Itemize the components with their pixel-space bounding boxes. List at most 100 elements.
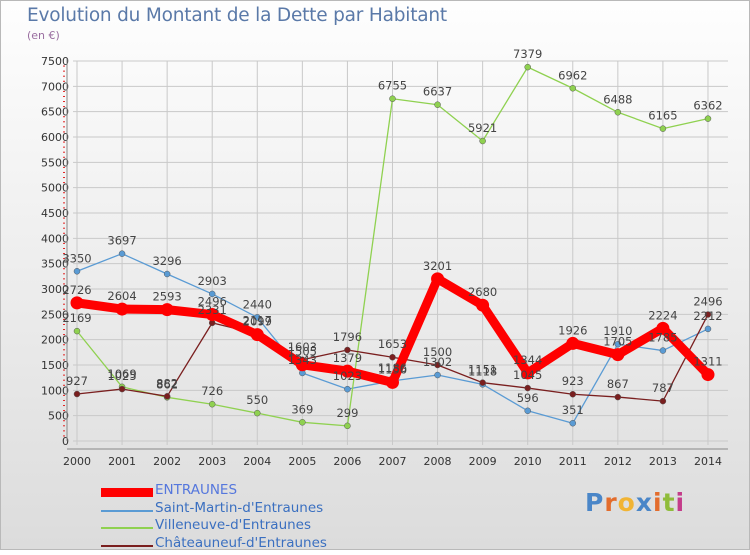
proxiti-logo: Proxiti xyxy=(585,488,685,517)
y-tick-label: 1000 xyxy=(41,384,69,397)
data-label: 2331 xyxy=(198,303,227,317)
data-point-0 xyxy=(340,364,354,378)
data-label: 1500 xyxy=(423,345,452,359)
data-point-3 xyxy=(389,353,396,361)
data-point-1 xyxy=(524,407,531,415)
logo-letter: P xyxy=(585,488,605,517)
data-point-3 xyxy=(344,346,351,354)
data-point-2 xyxy=(208,400,216,408)
x-tick-label: 2006 xyxy=(333,455,361,468)
data-point-2 xyxy=(569,85,577,92)
data-label: 351 xyxy=(562,403,584,417)
logo-letter: t xyxy=(662,488,676,517)
data-label: 1705 xyxy=(603,335,632,349)
legend-label: Saint-Martin-d'Entraunes xyxy=(155,499,324,516)
x-tick-label: 2011 xyxy=(559,455,587,468)
data-label: 2496 xyxy=(198,295,227,309)
data-point-1 xyxy=(73,268,81,275)
data-point-3 xyxy=(569,390,577,398)
data-labels: 2726 2604 2593 2496 2099 1505 1379 1156 3201 2680… xyxy=(62,47,722,420)
data-label: 1926 xyxy=(558,323,587,337)
legend-swatch xyxy=(101,509,153,512)
data-point-2 xyxy=(479,137,486,145)
data-label: 1302 xyxy=(423,355,452,369)
data-label: 7379 xyxy=(513,47,542,61)
data-point-3 xyxy=(479,379,486,386)
legend-swatch xyxy=(101,527,153,529)
data-point-3 xyxy=(73,390,81,398)
data-point-1 xyxy=(614,340,622,348)
data-label: 6165 xyxy=(648,109,677,123)
data-point-0 xyxy=(611,348,625,362)
data-label: 299 xyxy=(336,406,358,420)
data-label: 3201 xyxy=(423,259,452,273)
x-tick-label: 2005 xyxy=(288,455,316,468)
chart-title: Evolution du Montant de la Dette par Hab… xyxy=(27,5,447,26)
data-label: 2726 xyxy=(62,283,91,297)
data-point-1 xyxy=(208,290,216,298)
x-tick-label: 2014 xyxy=(694,455,722,468)
y-tick-label: 2000 xyxy=(41,334,69,347)
data-label: 6962 xyxy=(558,68,587,82)
logo-letter: r xyxy=(604,488,618,517)
data-label: 923 xyxy=(562,374,584,388)
data-label: 2099 xyxy=(243,315,272,329)
data-point-1 xyxy=(344,385,351,393)
data-point-2 xyxy=(73,327,81,335)
data-label: 1505 xyxy=(288,345,317,359)
data-label: 1653 xyxy=(378,337,407,351)
y-tick-label: 3000 xyxy=(41,283,69,296)
data-point-3 xyxy=(659,397,667,405)
data-label: 2680 xyxy=(468,285,497,299)
data-label: 1785 xyxy=(648,331,677,345)
data-label: 5921 xyxy=(468,121,497,135)
x-tick-label: 2013 xyxy=(649,455,677,468)
data-label: 1344 xyxy=(513,353,542,367)
logo-letter: o xyxy=(617,488,636,517)
x-tick-label: 2000 xyxy=(63,455,91,468)
data-label: 3350 xyxy=(62,251,91,265)
data-point-3 xyxy=(704,311,712,318)
data-point-1 xyxy=(163,270,171,278)
data-point-0 xyxy=(385,375,399,389)
data-point-1 xyxy=(569,419,577,427)
data-label: 787 xyxy=(652,381,674,395)
data-point-3 xyxy=(524,384,531,392)
data-point-2 xyxy=(344,422,351,430)
y-tick-label: 5500 xyxy=(41,156,69,169)
data-point-0 xyxy=(115,302,129,316)
data-point-0 xyxy=(250,328,264,342)
data-point-0 xyxy=(521,366,535,380)
logo-letter: i xyxy=(675,488,686,517)
data-label: 3296 xyxy=(152,254,181,268)
data-point-2 xyxy=(389,95,396,102)
data-label: 1910 xyxy=(603,324,632,338)
data-label: 1151 xyxy=(468,363,497,377)
data-point-2 xyxy=(434,101,441,108)
data-point-1 xyxy=(118,250,126,257)
data-point-2 xyxy=(524,63,531,71)
data-label: 1118 xyxy=(468,364,497,378)
data-label: 2496 xyxy=(693,295,722,309)
data-label: 1343 xyxy=(288,353,317,367)
y-tick-label: 4000 xyxy=(41,232,69,245)
data-point-3 xyxy=(614,393,622,401)
data-label: 2117 xyxy=(243,314,272,328)
data-point-1 xyxy=(434,371,441,379)
data-label: 867 xyxy=(607,377,629,391)
x-tick-label: 2010 xyxy=(514,455,542,468)
data-label: 1379 xyxy=(333,351,362,365)
data-label: 726 xyxy=(201,384,223,398)
y-tick-label: 500 xyxy=(48,410,69,423)
data-label: 369 xyxy=(291,402,313,416)
x-tick-label: 2003 xyxy=(198,455,226,468)
data-point-0 xyxy=(566,336,580,350)
legend-label: Villeneuve-d'Entraunes xyxy=(155,517,312,533)
data-point-2 xyxy=(299,419,306,426)
data-point-2 xyxy=(704,115,712,122)
data-label: 6637 xyxy=(423,85,452,99)
data-label: 1156 xyxy=(378,362,407,376)
axes: 0 500 1000 1500 2000 2500 3000 3500 4000 4500 5000… xyxy=(41,55,728,468)
data-label: 862 xyxy=(156,377,178,391)
